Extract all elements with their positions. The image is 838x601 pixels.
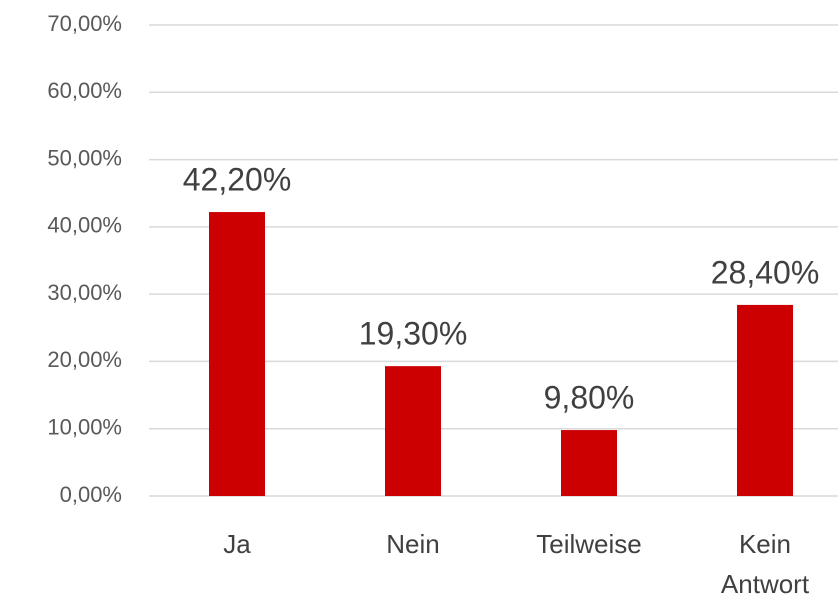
y-tick-label: 0,00% [60,482,122,507]
x-tick-label: Kein Antwort [720,529,810,599]
x-tick-label: Nein [386,529,440,559]
bar [737,304,793,496]
y-tick-label: 20,00% [47,347,122,372]
bar [385,366,441,496]
data-label: 42,20% [183,162,292,198]
y-tick-label: 70,00% [47,11,122,36]
y-tick-label: 60,00% [47,78,122,103]
data-label: 28,40% [711,254,820,290]
x-tick-label: Teilweise [536,529,642,559]
bar [561,430,617,496]
x-tick-label: Ja [223,529,251,559]
y-tick-label: 30,00% [47,280,122,305]
y-tick-label: 10,00% [47,415,122,440]
data-label: 9,80% [544,380,635,416]
y-tick-label: 50,00% [47,145,122,170]
y-tick-label: 40,00% [47,213,122,238]
bar [209,212,265,496]
data-label: 19,30% [359,316,468,352]
